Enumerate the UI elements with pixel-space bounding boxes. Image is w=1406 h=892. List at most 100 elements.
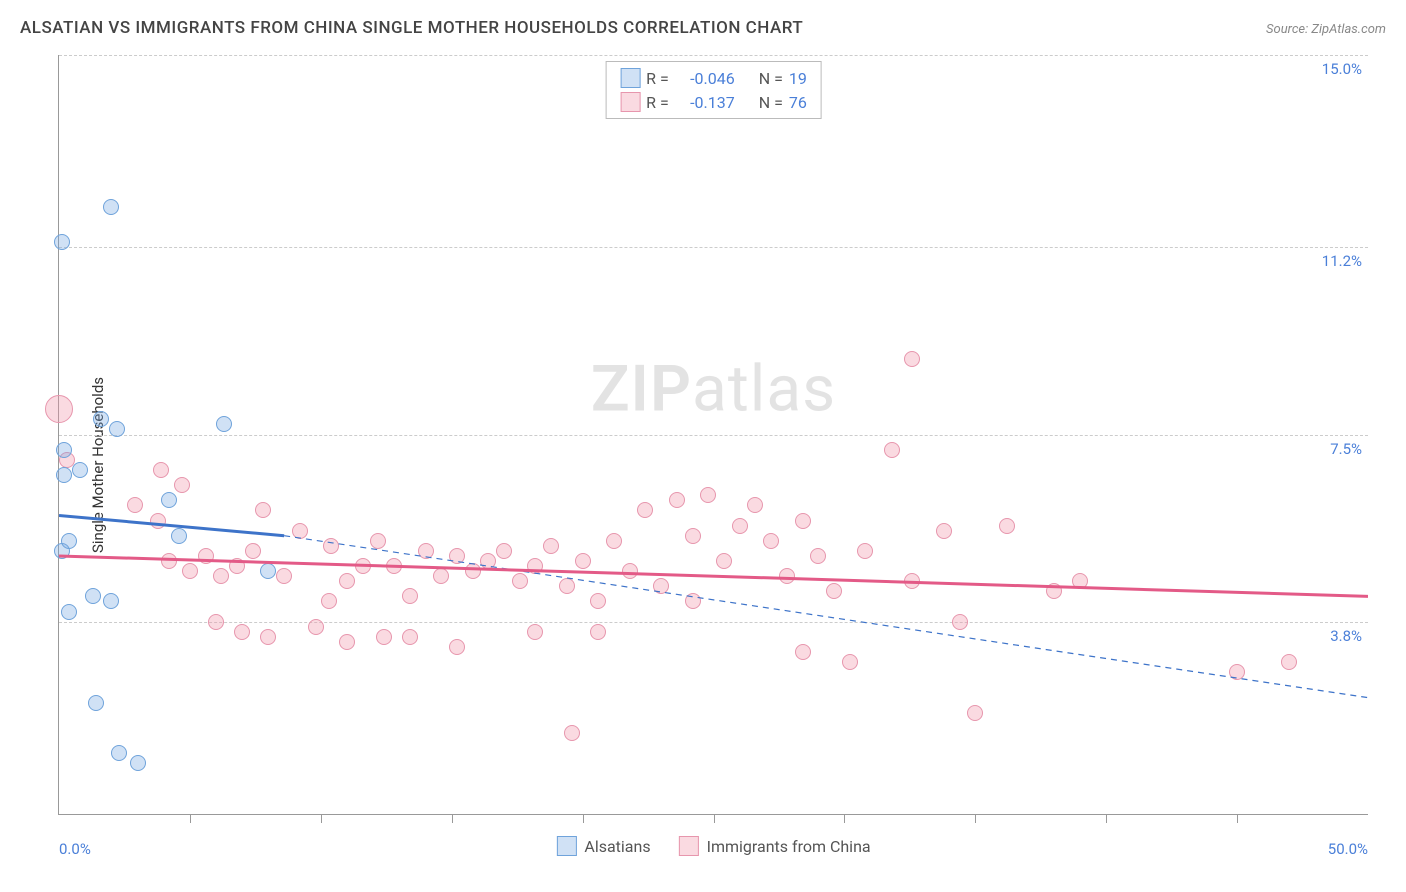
- data-point: [182, 563, 198, 579]
- n-label-blue: N =: [759, 69, 783, 88]
- data-point: [967, 705, 983, 721]
- data-point: [130, 755, 146, 771]
- data-point: [1281, 654, 1297, 670]
- data-point: [339, 634, 355, 650]
- watermark-light: atlas: [692, 351, 836, 426]
- data-point: [171, 528, 187, 544]
- data-point: [323, 538, 339, 554]
- data-point: [198, 548, 214, 564]
- data-point: [575, 553, 591, 569]
- data-point: [449, 639, 465, 655]
- data-point: [103, 593, 119, 609]
- x-tick: [190, 814, 191, 823]
- data-point: [637, 502, 653, 518]
- data-point: [103, 199, 119, 215]
- data-point: [700, 487, 716, 503]
- x-tick: [1106, 814, 1107, 823]
- data-point: [952, 614, 968, 630]
- data-point: [56, 442, 72, 458]
- data-point: [465, 563, 481, 579]
- data-point: [1046, 583, 1062, 599]
- data-point: [559, 578, 575, 594]
- x-tick: [844, 814, 845, 823]
- data-point: [763, 533, 779, 549]
- watermark-bold: ZIP: [591, 351, 692, 426]
- data-point: [56, 467, 72, 483]
- data-point: [936, 523, 952, 539]
- r-value-blue: -0.046: [675, 69, 735, 88]
- data-point: [1229, 664, 1245, 680]
- data-point: [884, 442, 900, 458]
- gridline: [59, 55, 1368, 56]
- data-point: [292, 523, 308, 539]
- data-point: [72, 462, 88, 478]
- n-value-blue: 19: [789, 69, 807, 88]
- legend-label-pink: Immigrants from China: [707, 837, 871, 856]
- x-tick: [1237, 814, 1238, 823]
- r-label-pink: R =: [646, 93, 669, 112]
- data-point: [216, 416, 232, 432]
- data-point: [527, 624, 543, 640]
- x-tick: [975, 814, 976, 823]
- data-point: [88, 695, 104, 711]
- data-point: [386, 558, 402, 574]
- legend-item-pink: Immigrants from China: [679, 836, 871, 856]
- x-tick: [321, 814, 322, 823]
- data-point: [480, 553, 496, 569]
- data-point: [795, 513, 811, 529]
- data-point: [61, 533, 77, 549]
- y-tick-label: 7.5%: [1330, 440, 1362, 458]
- data-point: [109, 421, 125, 437]
- data-point: [543, 538, 559, 554]
- data-point: [339, 573, 355, 589]
- data-point: [622, 563, 638, 579]
- data-point: [402, 588, 418, 604]
- data-point: [150, 513, 166, 529]
- data-point: [208, 614, 224, 630]
- n-value-pink: 76: [789, 93, 807, 112]
- r-label-blue: R =: [646, 69, 669, 88]
- swatch-blue-icon: [620, 68, 640, 88]
- data-point: [321, 593, 337, 609]
- data-point: [174, 477, 190, 493]
- data-point: [857, 543, 873, 559]
- data-point: [229, 558, 245, 574]
- data-point: [376, 629, 392, 645]
- data-point: [590, 593, 606, 609]
- y-tick-label: 15.0%: [1322, 60, 1362, 78]
- data-point: [127, 497, 143, 513]
- data-point: [255, 502, 271, 518]
- legend-item-blue: Alsatians: [556, 836, 650, 856]
- data-point: [810, 548, 826, 564]
- gridline: [59, 247, 1368, 248]
- data-point: [527, 558, 543, 574]
- data-point: [747, 497, 763, 513]
- data-point: [260, 563, 276, 579]
- source-label: Source: ZipAtlas.com: [1266, 22, 1386, 37]
- data-point: [716, 553, 732, 569]
- data-point: [795, 644, 811, 660]
- data-point: [45, 395, 73, 423]
- chart-title: ALSATIAN VS IMMIGRANTS FROM CHINA SINGLE…: [20, 18, 803, 38]
- data-point: [904, 351, 920, 367]
- data-point: [433, 568, 449, 584]
- plot-area: ZIPatlas R = -0.046 N = 19 R = -0.137 N …: [58, 55, 1368, 815]
- data-point: [842, 654, 858, 670]
- correlation-legend: R = -0.046 N = 19 R = -0.137 N = 76: [605, 61, 822, 119]
- n-label-pink: N =: [759, 93, 783, 112]
- data-point: [54, 234, 70, 250]
- data-point: [999, 518, 1015, 534]
- x-tick-label: 50.0%: [1328, 840, 1368, 858]
- data-point: [685, 528, 701, 544]
- legend-row-pink: R = -0.137 N = 76: [620, 90, 807, 114]
- x-tick-label: 0.0%: [59, 840, 91, 858]
- data-point: [61, 604, 77, 620]
- y-tick-label: 11.2%: [1322, 252, 1362, 270]
- r-value-pink: -0.137: [675, 93, 735, 112]
- data-point: [111, 745, 127, 761]
- x-tick: [714, 814, 715, 823]
- data-point: [564, 725, 580, 741]
- data-point: [370, 533, 386, 549]
- series-legend: Alsatians Immigrants from China: [556, 836, 870, 856]
- data-point: [669, 492, 685, 508]
